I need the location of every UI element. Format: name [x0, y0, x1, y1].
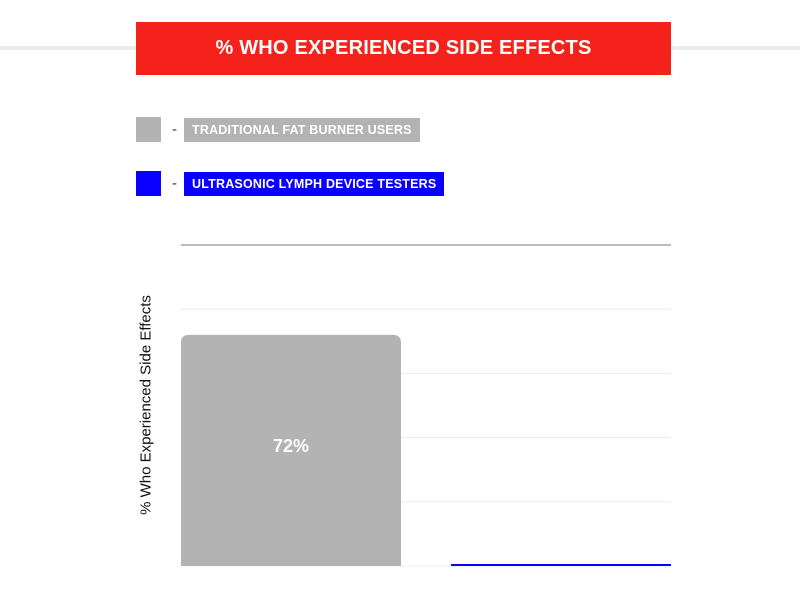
chart-title-banner: % WHO EXPERIENCED SIDE EFFECTS — [136, 22, 671, 75]
legend-label-ultrasonic: ULTRASONIC LYMPH DEVICE TESTERS — [184, 171, 445, 196]
legend-swatch-traditional — [136, 117, 161, 142]
legend-swatch-ultrasonic — [136, 171, 161, 196]
y-axis-label: % Who Experienced Side Effects — [137, 295, 155, 515]
legend-label-traditional: TRADITIONAL FAT BURNER USERS — [184, 117, 420, 142]
bar-traditional — [181, 334, 401, 566]
legend-dash: - — [172, 121, 177, 138]
bar-ultrasonic — [451, 564, 671, 566]
chart-title: % WHO EXPERIENCED SIDE EFFECTS — [215, 37, 592, 59]
data-label-traditional: 72% — [273, 436, 309, 456]
legend-item-ultrasonic: - ULTRASONIC LYMPH DEVICE TESTERS — [136, 171, 445, 196]
legend-dash: - — [172, 175, 177, 192]
legend-item-traditional: - TRADITIONAL FAT BURNER USERS — [136, 117, 420, 142]
